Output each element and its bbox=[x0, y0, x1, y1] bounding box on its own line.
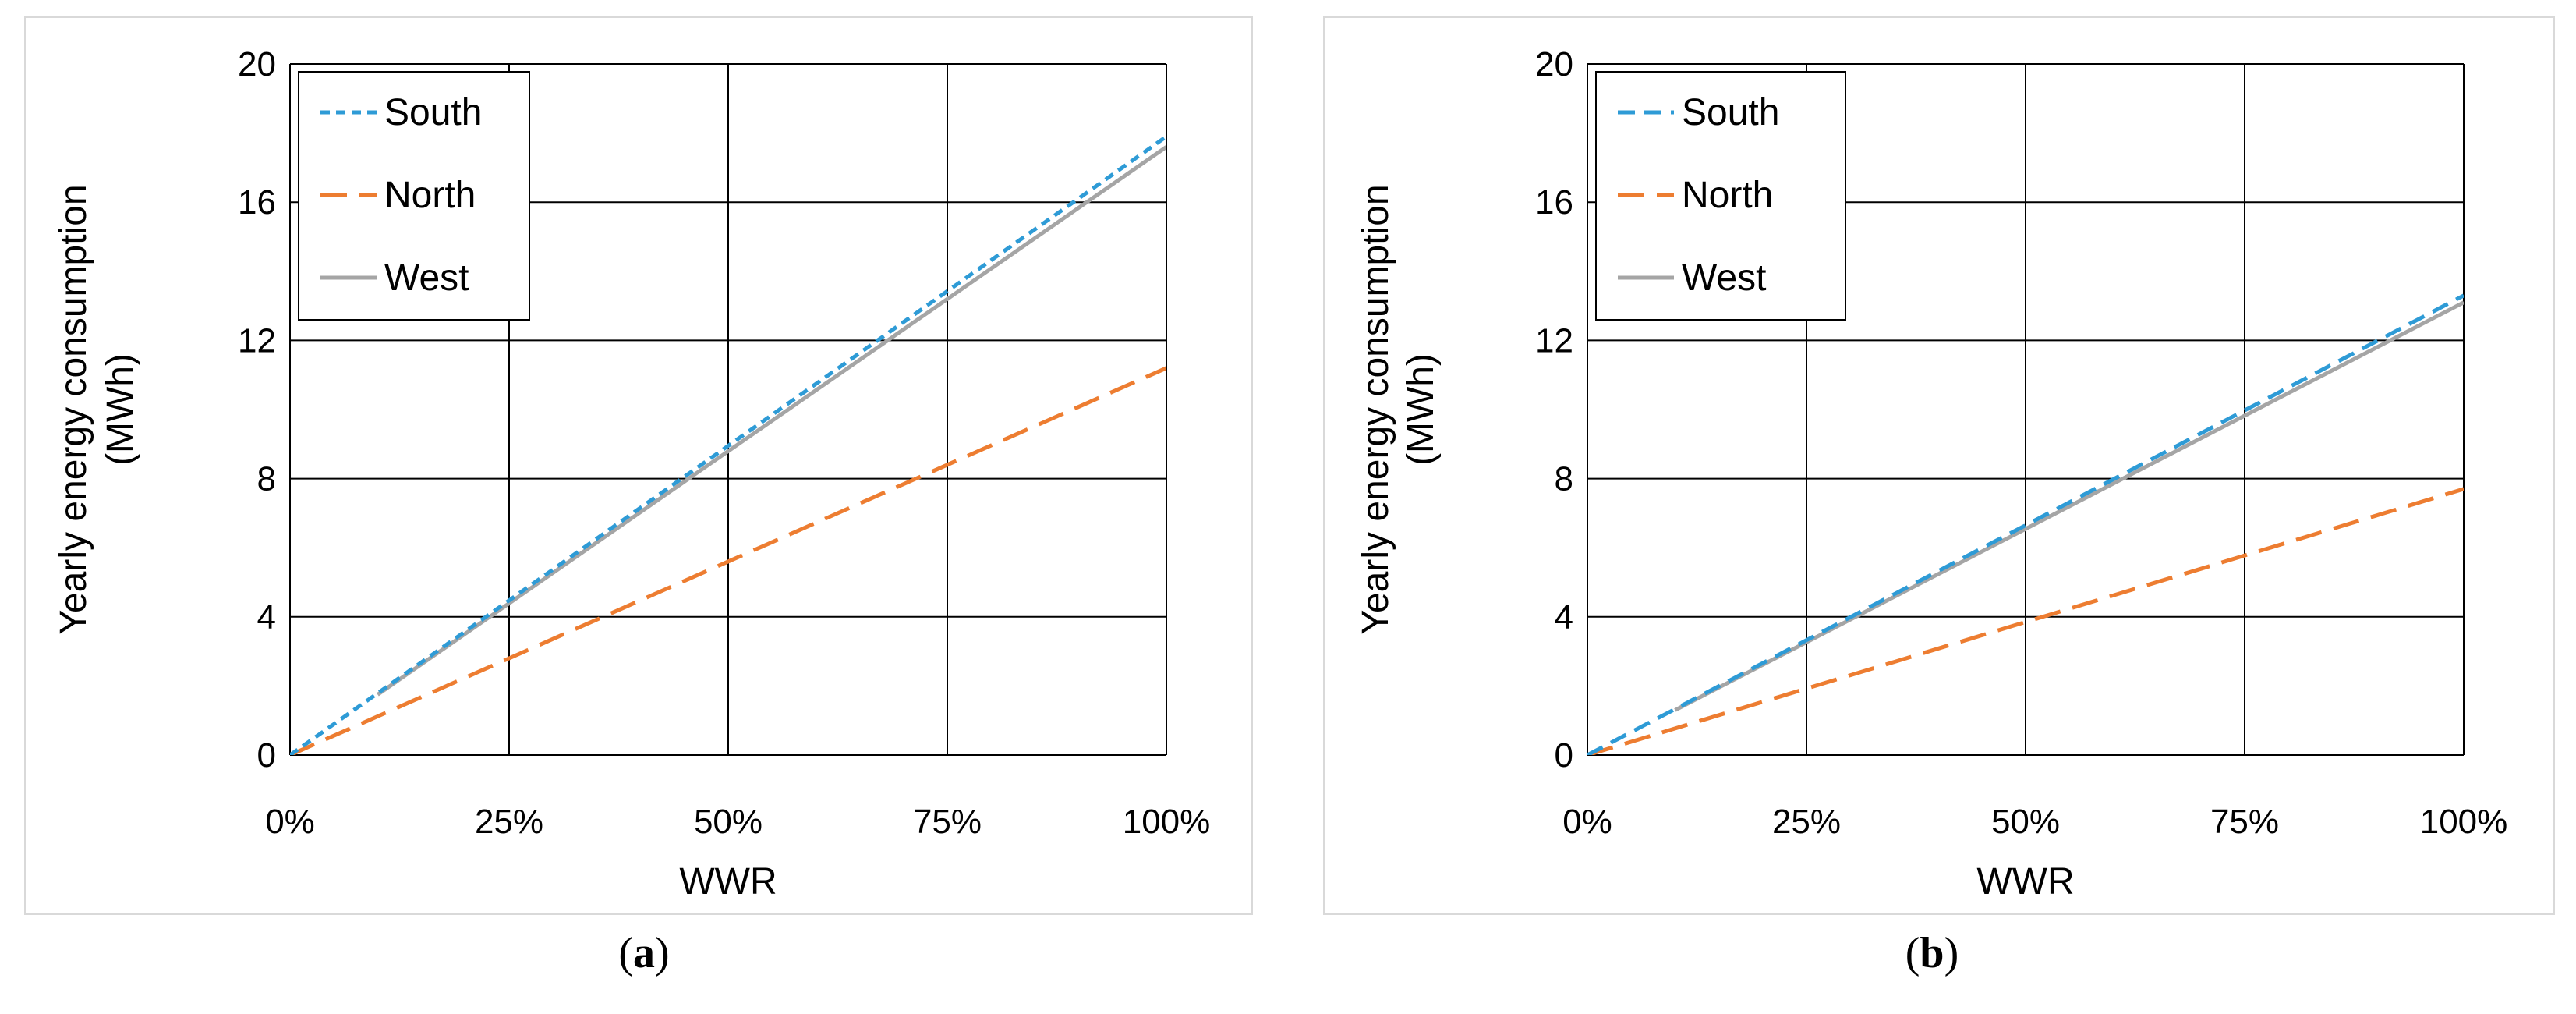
chart-b-legend-label-north: North bbox=[1682, 175, 1773, 216]
chart-a-ytick-label: 8 bbox=[257, 460, 276, 498]
chart-b-ytick-label: 0 bbox=[1555, 736, 1573, 775]
chart-b-x-axis-title: WWR bbox=[1976, 861, 2074, 902]
chart-a-caption-letter: a bbox=[633, 929, 655, 977]
chart-b-legend-label-south: South bbox=[1682, 92, 1779, 133]
chart-a-legend-label-north: North bbox=[384, 175, 476, 216]
chart-b-ytick-label: 16 bbox=[1535, 183, 1573, 222]
chart-panel-b: 0 4 8 12 16 20 0% 25% 50% 75% 100% WWR Yearly energy… bbox=[1288, 0, 2576, 1014]
chart-a-xtick-label: 0% bbox=[265, 803, 315, 841]
chart-b-ytick-label: 4 bbox=[1555, 598, 1573, 636]
chart-b-legend: South North West bbox=[1595, 71, 1846, 321]
chart-a-y-axis-title-line2: (MWh) bbox=[100, 353, 141, 466]
chart-a-legend-label-south: South bbox=[384, 92, 482, 133]
chart-a-ytick-label: 12 bbox=[238, 321, 276, 360]
chart-a-y-axis-title-line1: Yearly energy consumption bbox=[53, 184, 94, 634]
chart-a-frame bbox=[24, 16, 1253, 915]
chart-b-frame bbox=[1323, 16, 2555, 915]
chart-b-series-line-south bbox=[1587, 293, 2464, 755]
chart-b-legend-label-west: West bbox=[1682, 257, 1766, 299]
chart-b-caption-letter: b bbox=[1920, 929, 1944, 977]
chart-a-series-line-north bbox=[290, 366, 1166, 755]
chart-b-series-group bbox=[1587, 293, 2464, 755]
chart-a-xtick-label: 75% bbox=[913, 803, 982, 841]
chart-a-series-group bbox=[290, 134, 1166, 755]
chart-a-xtick-label: 50% bbox=[694, 803, 763, 841]
chart-a-legend: South North West bbox=[298, 71, 530, 321]
chart-a-gridlines bbox=[289, 63, 1167, 756]
chart-a-ytick-label: 0 bbox=[257, 736, 276, 775]
chart-b-svg: 0 4 8 12 16 20 0% 25% 50% 75% 100% WWR Yearly energy… bbox=[1323, 16, 2555, 915]
chart-a-xtick-label: 100% bbox=[1123, 803, 1211, 841]
chart-a-ytick-label: 16 bbox=[238, 183, 276, 222]
chart-b-ytick-label: 12 bbox=[1535, 321, 1573, 360]
chart-a-x-axis-title: WWR bbox=[679, 861, 777, 902]
chart-b-caption: (b) bbox=[1905, 929, 1959, 977]
chart-panel-a: 0 4 8 12 16 20 0% 25% 50% 75% 100% WWR Yearly energy… bbox=[24, 16, 1253, 977]
chart-a-series-line-south bbox=[290, 134, 1166, 755]
chart-b-y-axis-title-line1: Yearly energy consumption bbox=[1355, 184, 1396, 634]
chart-a-ytick-label: 4 bbox=[257, 598, 276, 636]
chart-b-xtick-label: 50% bbox=[1991, 803, 2060, 841]
chart-b-xtick-label: 25% bbox=[1772, 803, 1841, 841]
chart-a-svg: 0 4 8 12 16 20 0% 25% 50% 75% 100% WWR Yearly energy… bbox=[24, 16, 1253, 915]
chart-b-ytick-label: 20 bbox=[1535, 45, 1573, 83]
chart-b-xtick-label: 100% bbox=[2420, 803, 2508, 841]
chart-a-legend-label-west: West bbox=[384, 257, 469, 299]
chart-b-y-axis-title-line2: (MWh) bbox=[1400, 353, 1442, 466]
chart-b-series-line-north bbox=[1587, 487, 2464, 755]
chart-a-series-line-west bbox=[376, 145, 1166, 697]
chart-b-xtick-label: 75% bbox=[2210, 803, 2279, 841]
chart-b-xtick-label: 0% bbox=[1562, 803, 1612, 841]
chart-a-xtick-label: 25% bbox=[475, 803, 543, 841]
chart-b-ytick-label: 8 bbox=[1555, 460, 1573, 498]
chart-a-ytick-label: 20 bbox=[238, 45, 276, 83]
chart-a-caption: (a) bbox=[618, 929, 670, 977]
